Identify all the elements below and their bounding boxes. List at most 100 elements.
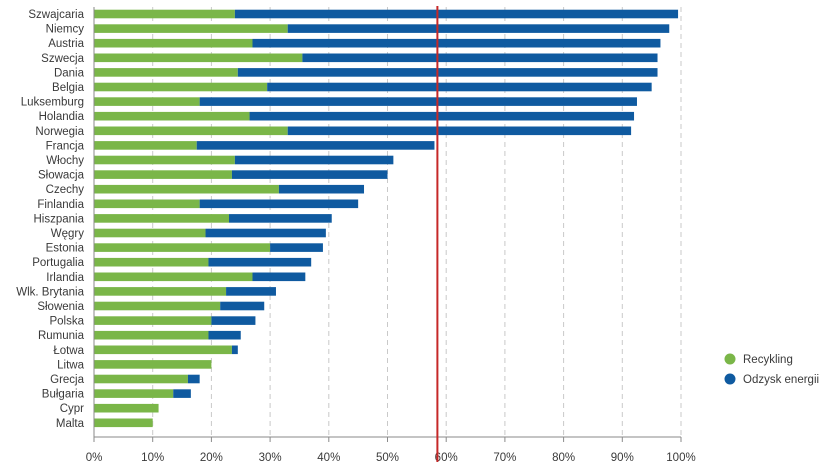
category-label: Rumunia bbox=[38, 330, 85, 342]
bar-odzysk-energii bbox=[173, 389, 191, 398]
bar-recykling bbox=[94, 199, 200, 209]
bar-recykling bbox=[94, 126, 288, 136]
x-axis: 0% 10% 20% 30% 40% 50% 60% 70% 80% 90% 100% bbox=[86, 7, 696, 464]
category-label: Węgry bbox=[51, 228, 84, 240]
x-tick-label: 60% bbox=[435, 452, 458, 464]
bar-odzysk-energii bbox=[287, 24, 670, 33]
x-tick-label: 70% bbox=[493, 452, 516, 464]
category-label: Litwa bbox=[57, 359, 84, 371]
bar-odzysk-energii bbox=[249, 111, 635, 121]
category-label: Belgia bbox=[52, 82, 85, 94]
bar-recykling bbox=[94, 287, 227, 296]
bar-odzysk-energii bbox=[267, 82, 652, 92]
bar-odzysk-energii bbox=[231, 170, 388, 179]
bar-recykling bbox=[94, 243, 271, 252]
bar-odzysk-energii bbox=[199, 97, 637, 106]
bar-recykling bbox=[94, 418, 153, 428]
x-tick-label: 100% bbox=[666, 452, 695, 464]
bar-recykling bbox=[94, 111, 250, 121]
bar-odzysk-energii bbox=[220, 301, 265, 311]
bar-odzysk-energii bbox=[231, 345, 238, 355]
category-label: Estonia bbox=[46, 243, 85, 255]
category-label: Wlk. Brytania bbox=[16, 286, 84, 298]
x-tick-label: 10% bbox=[141, 452, 164, 464]
category-label: Holandia bbox=[39, 111, 85, 123]
x-tick-label: 30% bbox=[259, 452, 282, 464]
x-tick-label: 0% bbox=[86, 452, 103, 464]
category-label: Bułgaria bbox=[42, 389, 85, 401]
bar-recykling bbox=[94, 360, 212, 369]
bar-recykling bbox=[94, 330, 209, 340]
bar-recykling bbox=[94, 403, 159, 413]
bar-recykling bbox=[94, 257, 209, 267]
category-labels: Szwajcaria Niemcy Austria Szwecja Dania Belgi… bbox=[16, 9, 84, 430]
bar-odzysk-energii bbox=[278, 184, 365, 194]
bar-recykling bbox=[94, 228, 206, 238]
bar-odzysk-energii bbox=[208, 257, 312, 267]
bar-odzysk-energii bbox=[252, 38, 661, 48]
bar-recykling bbox=[94, 184, 279, 194]
bar-recykling bbox=[94, 24, 288, 33]
category-label: Irlandia bbox=[46, 272, 84, 284]
bar-recykling bbox=[94, 38, 253, 48]
bar-odzysk-energii bbox=[252, 272, 306, 282]
category-label: Słowenia bbox=[37, 301, 84, 313]
x-tick-label: 20% bbox=[200, 452, 223, 464]
category-label: Finlandia bbox=[37, 199, 84, 211]
bar-recykling bbox=[94, 374, 188, 384]
category-label: Dania bbox=[54, 67, 85, 79]
legend-label: Odzysk energii bbox=[743, 374, 819, 386]
x-tick-label: 50% bbox=[376, 452, 399, 464]
bar-recykling bbox=[94, 82, 268, 92]
bar-recykling bbox=[94, 214, 230, 223]
legend-marker bbox=[724, 373, 736, 385]
category-label: Niemcy bbox=[46, 24, 85, 36]
bar-odzysk-energii bbox=[187, 374, 200, 384]
category-label: Grecja bbox=[50, 374, 84, 386]
bar-recykling bbox=[94, 301, 221, 311]
category-label: Słowacja bbox=[38, 170, 85, 182]
bar-recykling bbox=[94, 170, 232, 179]
bar-odzysk-energii bbox=[229, 214, 332, 223]
category-label: Malta bbox=[56, 418, 85, 430]
bar-odzysk-energii bbox=[234, 155, 394, 165]
bars bbox=[94, 9, 679, 428]
category-label: Włochy bbox=[46, 155, 84, 167]
bar-odzysk-energii bbox=[234, 9, 679, 19]
x-tick-label: 80% bbox=[552, 452, 575, 464]
category-label: Hiszpania bbox=[34, 213, 85, 225]
category-label: Cypr bbox=[60, 403, 84, 415]
category-label: Luksemburg bbox=[21, 97, 84, 109]
category-label: Francja bbox=[46, 140, 85, 152]
bar-odzysk-energii bbox=[237, 68, 658, 77]
bar-recykling bbox=[94, 141, 197, 150]
bar-recykling bbox=[94, 345, 232, 355]
bar-recykling bbox=[94, 53, 303, 63]
bar-odzysk-energii bbox=[199, 199, 359, 209]
x-tick-label: 40% bbox=[317, 452, 340, 464]
bar-recykling bbox=[94, 316, 212, 325]
bar-recykling bbox=[94, 389, 174, 398]
bar-odzysk-energii bbox=[196, 141, 435, 150]
bar-odzysk-energii bbox=[287, 126, 632, 136]
bar-recykling bbox=[94, 9, 235, 19]
bar-odzysk-energii bbox=[211, 316, 256, 325]
legend-label: Recykling bbox=[743, 354, 793, 366]
legend: Recykling Odzysk energii bbox=[724, 353, 819, 386]
category-label: Norwegia bbox=[35, 126, 84, 138]
bar-odzysk-energii bbox=[208, 330, 241, 340]
category-label: Szwecja bbox=[41, 53, 84, 65]
bar-recykling bbox=[94, 155, 235, 165]
bar-odzysk-energii bbox=[226, 287, 276, 296]
bar-odzysk-energii bbox=[302, 53, 658, 63]
bar-odzysk-energii bbox=[270, 243, 323, 252]
bar-odzysk-energii bbox=[205, 228, 326, 238]
category-label: Austria bbox=[48, 38, 84, 50]
legend-marker bbox=[724, 353, 736, 365]
bar-recykling bbox=[94, 97, 200, 106]
bar-recykling bbox=[94, 68, 238, 77]
category-label: Portugalia bbox=[32, 257, 84, 269]
bar-recykling bbox=[94, 272, 253, 282]
category-label: Polska bbox=[49, 316, 84, 328]
